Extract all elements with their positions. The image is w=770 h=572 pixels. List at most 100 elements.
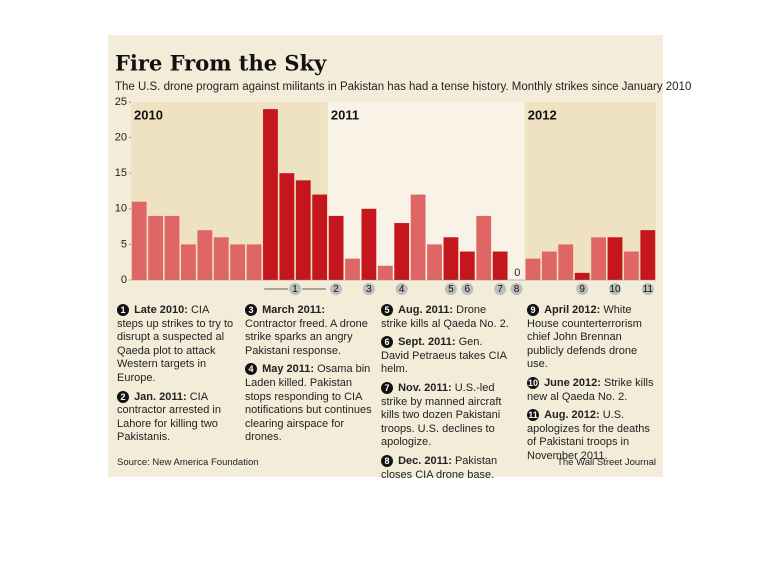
bar (623, 251, 639, 280)
marker-circle (493, 282, 508, 296)
marker-circle (460, 282, 475, 296)
bar (213, 237, 229, 280)
bar (345, 258, 360, 280)
y-tick-label: 0 (121, 274, 127, 286)
marker-label: 6 (465, 284, 471, 295)
note-heading: Nov. 2011: (398, 381, 452, 394)
y-tick-label: 25 (115, 96, 127, 108)
year-band (524, 102, 656, 280)
note: 1 Late 2010: CIA steps up strikes to try… (117, 304, 235, 386)
note-heading: May 2011: (262, 363, 315, 376)
note-heading: Jan. 2011: (134, 390, 187, 403)
bar (459, 251, 475, 280)
chart-title: Fire From the Sky (115, 51, 327, 76)
year-band (327, 102, 525, 280)
bar (377, 265, 393, 280)
marker-circle (509, 282, 524, 296)
bar (148, 215, 164, 280)
marker-circle (394, 282, 409, 296)
note: 7 Nov. 2011: U.S.-led strike by manned a… (381, 381, 513, 450)
bar (181, 244, 196, 280)
bar (476, 215, 492, 280)
bar (443, 237, 459, 280)
bar (558, 244, 574, 280)
note: 5 Aug. 2011: Drone strike kills al Qaeda… (381, 304, 513, 331)
note-text: Osama bin Laden killed. Pakistan stops r… (245, 363, 372, 444)
marker-label: 8 (514, 284, 520, 295)
marker-circle (640, 282, 655, 296)
marker-label: 4 (399, 284, 405, 295)
note-heading: Aug. 2011: (398, 304, 454, 316)
marker-label: 2 (333, 284, 339, 295)
bar (164, 215, 180, 280)
note: 2 Jan. 2011: CIA contractor arrested in … (117, 390, 235, 445)
bar (492, 251, 508, 280)
note-text: Contractor freed. A drone strike sparks … (245, 317, 368, 357)
note-heading: Dec. 2011: (398, 454, 452, 467)
credit: The Wall Street Journal (557, 457, 656, 468)
note-text: Drone strike kills al Qaeda No. 2. (381, 304, 509, 330)
bar (246, 244, 262, 280)
marker-label: 10 (609, 284, 621, 295)
year-label: 2010 (134, 107, 163, 122)
marker-circle (361, 282, 376, 296)
note-text: CIA contractor arrested in Lahore for ki… (117, 390, 221, 444)
marker-circle (575, 282, 590, 296)
notes-column: 9 April 2012: White House counterterrori… (527, 304, 657, 469)
bar (607, 237, 623, 280)
value-label: 0 (514, 267, 520, 279)
note-number: 10 (527, 376, 539, 389)
note-heading: Aug. 2012: (544, 409, 600, 422)
note-heading: June 2012: (544, 376, 601, 389)
note-number: 8 (381, 454, 393, 467)
note-number: 9 (527, 304, 539, 316)
marker-label: 1 (292, 284, 298, 295)
marker-circle (329, 282, 344, 296)
note: 3 March 2011: Contractor freed. A drone … (245, 304, 373, 358)
bar (279, 173, 295, 280)
bar (361, 208, 377, 280)
marker-circle (443, 282, 458, 296)
y-tick-label: 15 (115, 167, 127, 179)
bar (328, 215, 344, 280)
note: 10 June 2012: Strike kills new al Qaeda … (527, 376, 657, 404)
marker-label: 7 (497, 284, 503, 295)
note-number: 6 (381, 336, 393, 349)
bar (427, 244, 442, 280)
notes-column: 5 Aug. 2011: Drone strike kills al Qaeda… (381, 304, 513, 487)
note-text: Strike kills new al Qaeda No. 2. (527, 376, 654, 403)
note-heading: Sept. 2011: (398, 336, 456, 349)
note-number: 11 (527, 409, 539, 422)
bar (574, 272, 590, 280)
bar (230, 244, 246, 280)
marker-circle (288, 282, 303, 296)
note-number: 2 (117, 390, 129, 403)
note: 6 Sept. 2011: Gen. David Petraeus takes … (381, 336, 513, 377)
bar (394, 223, 410, 280)
year-label: 2012 (528, 107, 557, 122)
marker-label: 9 (579, 284, 585, 295)
bar (541, 251, 557, 280)
note-number: 3 (245, 304, 257, 316)
bar (295, 180, 311, 280)
bar (263, 109, 278, 281)
bar (591, 237, 606, 280)
year-band (131, 102, 328, 280)
note: 9 April 2012: White House counterterrori… (527, 304, 657, 372)
note-number: 4 (245, 363, 257, 376)
note-text: U.S.-led strike by manned aircraft kills… (381, 381, 502, 449)
year-label: 2011 (331, 107, 359, 122)
note: 8 Dec. 2011: Pakistan closes CIA drone b… (381, 454, 513, 482)
source: Source: New America Foundation (117, 457, 259, 468)
marker-label: 3 (366, 284, 372, 295)
note: 4 May 2011: Osama bin Laden killed. Paki… (245, 363, 373, 445)
bar (197, 230, 213, 280)
note-heading: March 2011: (262, 304, 326, 316)
y-tick-label: 10 (115, 203, 127, 215)
note-number: 5 (381, 304, 393, 316)
notes-column: 3 March 2011: Contractor freed. A drone … (245, 304, 373, 450)
note-number: 1 (117, 304, 129, 316)
note-text: White House counterterrorism chief John … (527, 304, 642, 371)
